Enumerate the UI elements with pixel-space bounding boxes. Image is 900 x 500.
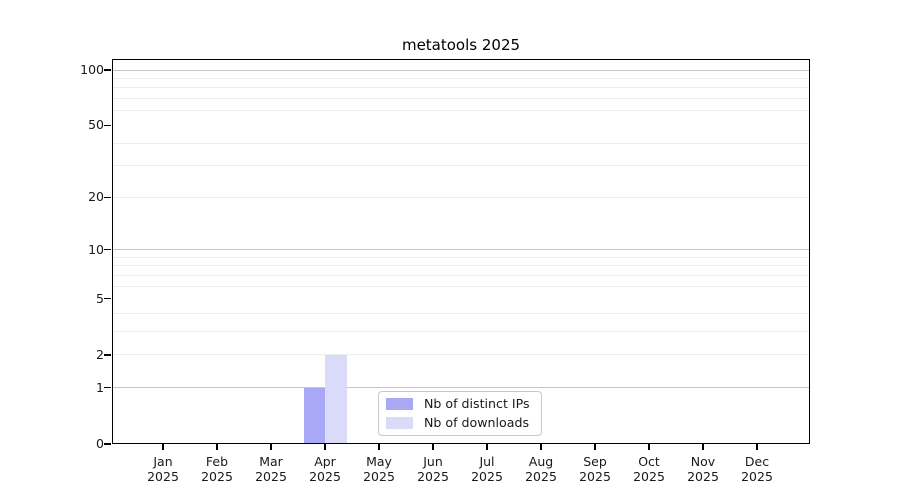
gridline-minor [113,165,809,167]
gridline-minor [113,110,809,112]
legend-swatch-downloads [386,417,413,429]
x-tick-year: 2025 [741,469,773,484]
y-tick-mark [104,354,111,356]
x-tick-year: 2025 [633,469,665,484]
x-tick-label-dec: Dec 2025 [741,454,773,484]
x-tick-month: Jul [479,454,495,469]
y-tick-label: 50 [88,117,104,133]
gridline-minor [113,313,809,315]
chart-title: metatools 2025 [401,36,521,54]
x-tick-month: Jun [423,454,443,469]
legend-label-distinct-ips: Nb of distinct IPs [424,396,530,411]
legend: Nb of distinct IPs Nb of downloads [378,391,542,436]
x-tick-mark [324,444,326,450]
gridline-minor [113,142,809,144]
y-tick-label: 10 [88,241,104,257]
y-tick-label: 0 [96,436,104,451]
x-tick-label-oct: Oct 2025 [633,454,665,484]
legend-item-distinct-ips: Nb of distinct IPs [386,397,541,411]
y-tick-label: 5 [96,290,104,306]
x-tick-month: May [366,454,392,469]
y-tick-mark [104,69,111,71]
bar-nb-of-downloads-apr [325,354,347,444]
gridline-minor [113,196,809,198]
x-tick-year: 2025 [255,469,287,484]
x-tick-label-jan: Jan 2025 [147,454,179,484]
y-tick-label: 20 [88,189,104,205]
gridline-minor [113,87,809,89]
x-tick-year: 2025 [687,469,719,484]
x-tick-year: 2025 [525,469,557,484]
y-tick-mark [104,298,111,300]
x-tick-label-sep: Sep 2025 [579,454,611,484]
x-tick-label-may: May 2025 [363,454,395,484]
x-tick-month: Aug [528,454,554,469]
x-tick-label-jul: Jul 2025 [471,454,503,484]
x-tick-label-jun: Jun 2025 [417,454,449,484]
y-tick-label: 100 [80,62,104,77]
x-tick-month: Feb [205,454,229,469]
x-tick-label-aug: Aug 2025 [525,454,557,484]
y-tick-label: 1 [96,379,104,395]
y-tick-mark [104,124,111,127]
x-tick-mark [378,444,380,450]
x-tick-year: 2025 [417,469,449,484]
x-tick-mark [432,444,434,450]
x-tick-mark [216,444,218,450]
legend-label-downloads: Nb of downloads [424,415,530,430]
x-tick-label-feb: Feb 2025 [201,454,233,484]
gridline-minor [113,274,809,276]
y-tick-mark [104,443,111,445]
x-tick-month: Dec [744,454,770,469]
x-tick-label-apr: Apr 2025 [309,454,341,484]
gridline-minor [113,265,809,267]
legend-item-downloads: Nb of downloads [386,416,541,430]
plot-area-border [112,59,810,444]
x-tick-mark [162,444,164,450]
gridline-minor [113,354,809,356]
x-tick-year: 2025 [471,469,503,484]
gridline-major [113,387,809,389]
gridline-major [113,69,809,71]
x-tick-label-mar: Mar 2025 [255,454,287,484]
x-tick-month: Jan [153,454,173,469]
x-tick-mark [594,444,596,450]
x-tick-year: 2025 [309,469,341,484]
gridline-minor [113,256,809,258]
y-tick-mark [104,196,111,198]
gridline-minor [113,98,809,100]
x-tick-mark [702,444,704,450]
x-tick-mark [540,444,542,450]
x-tick-mark [486,444,488,450]
gridline-minor [113,285,809,287]
bar-nb-of-distinct-ips-apr [303,387,325,444]
x-tick-mark [648,444,650,450]
x-tick-mark [756,444,758,450]
gridline-minor [113,77,809,79]
x-tick-year: 2025 [147,469,179,484]
legend-swatch-distinct-ips [386,398,413,410]
x-tick-year: 2025 [363,469,395,484]
x-tick-year: 2025 [579,469,611,484]
x-tick-month: Apr [314,454,336,469]
y-tick-label: 2 [96,346,104,362]
y-tick-mark [104,249,111,251]
x-tick-month: Mar [259,454,283,469]
x-tick-month: Oct [638,454,660,469]
x-tick-mark [270,444,272,450]
gridline-major [113,249,809,251]
y-tick-mark [104,387,111,389]
gridline-minor [113,331,809,333]
x-tick-month: Nov [690,454,716,469]
x-tick-label-nov: Nov 2025 [687,454,719,484]
x-tick-year: 2025 [201,469,233,484]
x-tick-month: Sep [583,454,607,469]
